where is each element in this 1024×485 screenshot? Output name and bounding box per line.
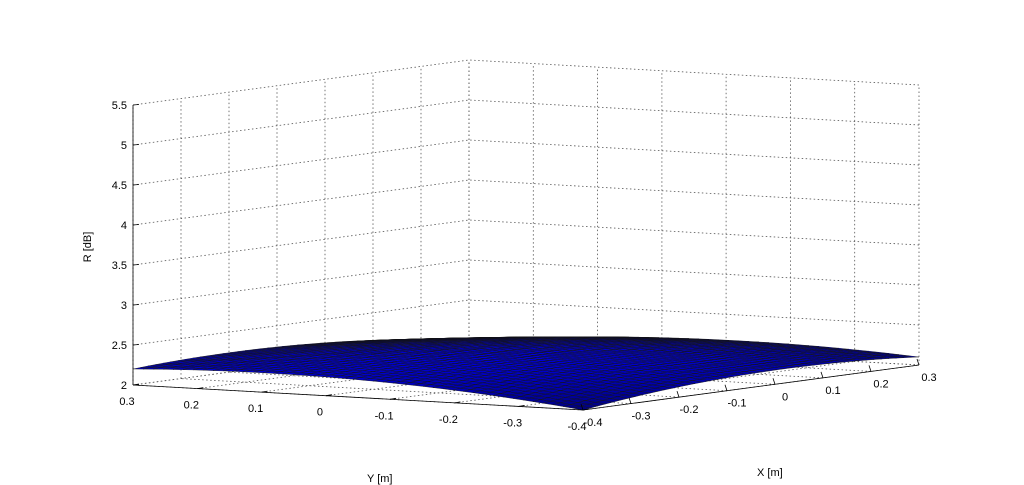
- x-tick-label: 0: [782, 391, 788, 403]
- y-tick-label: 0: [317, 407, 323, 419]
- y-axis-line: [132, 384, 584, 411]
- side-wall-grid-horizontal-4: [468, 179, 920, 206]
- back-wall-grid-horizontal-7: [132, 59, 470, 106]
- x-tick-label: -0.1: [728, 398, 747, 410]
- x-tick-4: [772, 378, 776, 385]
- y-tick-label: -0.4: [568, 421, 587, 433]
- y-tick-label: -0.3: [503, 417, 522, 429]
- x-tick-6: [868, 365, 872, 372]
- x-axis-label: X [m]: [757, 467, 783, 479]
- y-tick-5: [261, 390, 268, 393]
- y-tick-1: [518, 405, 525, 407]
- y-tick-6: [197, 387, 204, 389]
- y-tick-label: -0.1: [375, 410, 394, 422]
- back-wall-grid-horizontal-2: [132, 259, 470, 306]
- y-tick-7: [132, 383, 140, 386]
- y-tick-0: [582, 408, 590, 411]
- z-tick-label: 4.5: [112, 180, 127, 192]
- x-tick-1: [628, 397, 632, 404]
- side-wall-grid-horizontal-2: [468, 259, 920, 286]
- z-tick-6: [132, 144, 140, 146]
- back-wall-grid-horizontal-6: [132, 99, 470, 146]
- y-tick-3: [390, 397, 397, 400]
- x-tick-2: [676, 390, 680, 398]
- y-tick-label: -0.2: [439, 414, 458, 426]
- z-tick-label: 5.5: [112, 100, 127, 112]
- z-tick-4: [132, 224, 140, 226]
- y-tick-label: 0.1: [248, 403, 263, 415]
- back-wall-grid-horizontal-4: [132, 179, 470, 226]
- z-tick-label: 3: [121, 300, 127, 312]
- z-tick-7: [132, 104, 140, 106]
- z-tick-label: 5: [121, 140, 127, 152]
- z-tick-label: 2.5: [112, 340, 127, 352]
- side-wall-grid-horizontal-7: [468, 59, 920, 86]
- z-tick-2: [132, 304, 140, 306]
- z-tick-label: 4: [121, 220, 127, 232]
- z-tick-1: [132, 344, 140, 346]
- x-tick-7: [916, 358, 920, 366]
- y-tick-2: [454, 401, 461, 404]
- z-tick-label: 3.5: [112, 260, 127, 272]
- side-wall-grid-horizontal-6: [468, 99, 920, 126]
- side-wall-grid-horizontal-3: [468, 219, 920, 246]
- x-axis-line: [582, 364, 920, 411]
- x-tick-0: [580, 403, 584, 411]
- z-tick-label: 2: [121, 380, 127, 392]
- y-tick-4: [325, 394, 332, 397]
- side-wall-grid-horizontal-5: [468, 139, 920, 166]
- floor-grid-line-y-4: [325, 350, 662, 397]
- y-tick-label: 0.3: [119, 396, 134, 408]
- back-wall-grid-horizontal-1: [132, 299, 470, 346]
- floor-grid-line-x-1: [180, 378, 632, 404]
- side-wall-grid-horizontal-1: [468, 299, 920, 326]
- x-tick-label: 0.3: [921, 372, 936, 384]
- z-tick-5: [132, 184, 140, 186]
- z-tick-3: [132, 264, 140, 266]
- x-tick-label: 0.2: [873, 378, 888, 390]
- surface-patch: [572, 405, 591, 411]
- y-tick-label: 0.2: [184, 400, 199, 412]
- x-tick-label: 0.1: [825, 385, 840, 397]
- x-tick-5: [820, 371, 824, 379]
- y-axis-label: Y [m]: [367, 473, 392, 485]
- x-tick-label: -0.3: [632, 411, 651, 423]
- x-tick-label: -0.2: [680, 404, 699, 416]
- surface-layer: [132, 336, 920, 411]
- back-wall-grid-horizontal-5: [132, 139, 470, 186]
- z-axis-label: R [dB]: [82, 232, 94, 263]
- axis-layer: 2 2.5 3 3.5 4 4.5 5 5.5 -0.4 -0.3 -0.2 -0.1 0 0.1 0.2 0…: [112, 100, 937, 433]
- x-tick-label: -0.4: [584, 417, 603, 429]
- x-tick-3: [724, 384, 728, 391]
- back-wall-grid-horizontal-3: [132, 219, 470, 266]
